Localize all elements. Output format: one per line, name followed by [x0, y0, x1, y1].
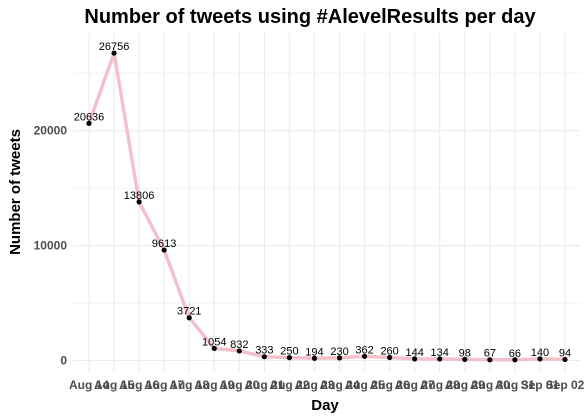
data-label: 144 — [406, 347, 424, 359]
x-tick-label: Aug 18 — [169, 378, 209, 392]
data-label: 362 — [355, 344, 373, 356]
data-point — [361, 353, 368, 359]
data-point — [462, 356, 468, 362]
x-axis-title: Day — [311, 397, 339, 414]
x-tick-label: Sep 01 — [521, 378, 560, 392]
data-label: 230 — [330, 346, 348, 358]
x-tick-label: Aug 20 — [219, 378, 259, 392]
y-axis-ticks: 0 10000 20000 — [34, 124, 68, 368]
data-label: 9613 — [152, 238, 176, 250]
data-point — [211, 345, 217, 351]
x-tick-label: Aug 19 — [194, 378, 234, 392]
data-label: 832 — [230, 339, 248, 351]
chart-title: Number of tweets using #AlevelResults pe… — [84, 6, 536, 28]
x-tick-label: Aug 24 — [320, 378, 360, 392]
x-tick-label: Aug 26 — [370, 378, 410, 392]
x-tick-label: Sep 02 — [546, 378, 585, 392]
x-tick-label: Aug 27 — [395, 378, 435, 392]
data-point — [387, 354, 393, 361]
grid-lines — [73, 33, 580, 372]
data-label: 3721 — [177, 306, 201, 318]
data-point — [261, 354, 267, 360]
y-tick-label: 20000 — [34, 124, 68, 138]
data-points — [86, 50, 568, 363]
data-label: 134 — [431, 347, 449, 359]
x-tick-label: Aug 29 — [445, 378, 485, 392]
data-label: 250 — [280, 346, 298, 358]
data-point — [286, 355, 293, 361]
x-tick-label: Aug 23 — [294, 378, 334, 392]
series-line — [87, 51, 567, 362]
data-label: 98 — [459, 347, 471, 359]
data-label: 13806 — [124, 190, 155, 202]
data-point — [236, 348, 242, 354]
data-point — [136, 199, 142, 205]
data-label: 140 — [531, 347, 549, 359]
y-axis-title: Number of tweets — [7, 129, 24, 255]
data-point — [512, 357, 518, 363]
data-label: 194 — [305, 346, 323, 358]
data-point — [562, 356, 568, 363]
data-label: 333 — [255, 345, 273, 357]
data-label: 66 — [509, 348, 521, 360]
data-point — [311, 355, 318, 361]
data-point — [111, 50, 117, 56]
x-tick-label: Aug 21 — [244, 378, 284, 392]
y-tick-label: 0 — [60, 354, 67, 368]
data-point — [161, 247, 167, 253]
data-label: 94 — [559, 347, 571, 359]
data-label: 1054 — [202, 336, 226, 348]
x-tick-label: Aug 14 — [69, 378, 109, 392]
data-point — [86, 120, 92, 126]
x-tick-label: Aug 16 — [119, 378, 159, 392]
data-point — [186, 315, 192, 321]
data-label: 67 — [484, 348, 496, 360]
x-tick-label: Aug 31 — [495, 378, 535, 392]
data-label: 20636 — [74, 111, 105, 123]
y-tick-label: 10000 — [34, 239, 68, 253]
x-tick-label: Aug 30 — [470, 378, 510, 392]
data-point — [336, 355, 343, 361]
data-label: 260 — [380, 346, 398, 358]
x-tick-label: Aug 25 — [345, 378, 385, 392]
x-tick-label: Aug 15 — [94, 378, 134, 392]
x-tick-label: Aug 28 — [420, 378, 460, 392]
data-point — [412, 356, 418, 362]
data-labels: 20636 26756 13806 9613 3721 1054 832 333 250 194 2… — [74, 41, 571, 360]
data-point — [487, 357, 493, 363]
x-tick-label: Aug 17 — [144, 378, 184, 392]
data-point — [537, 356, 543, 362]
series-line-layer — [87, 51, 567, 362]
x-tick-label: Aug 22 — [269, 378, 309, 392]
data-point — [437, 356, 443, 362]
data-label: 26756 — [99, 41, 130, 53]
